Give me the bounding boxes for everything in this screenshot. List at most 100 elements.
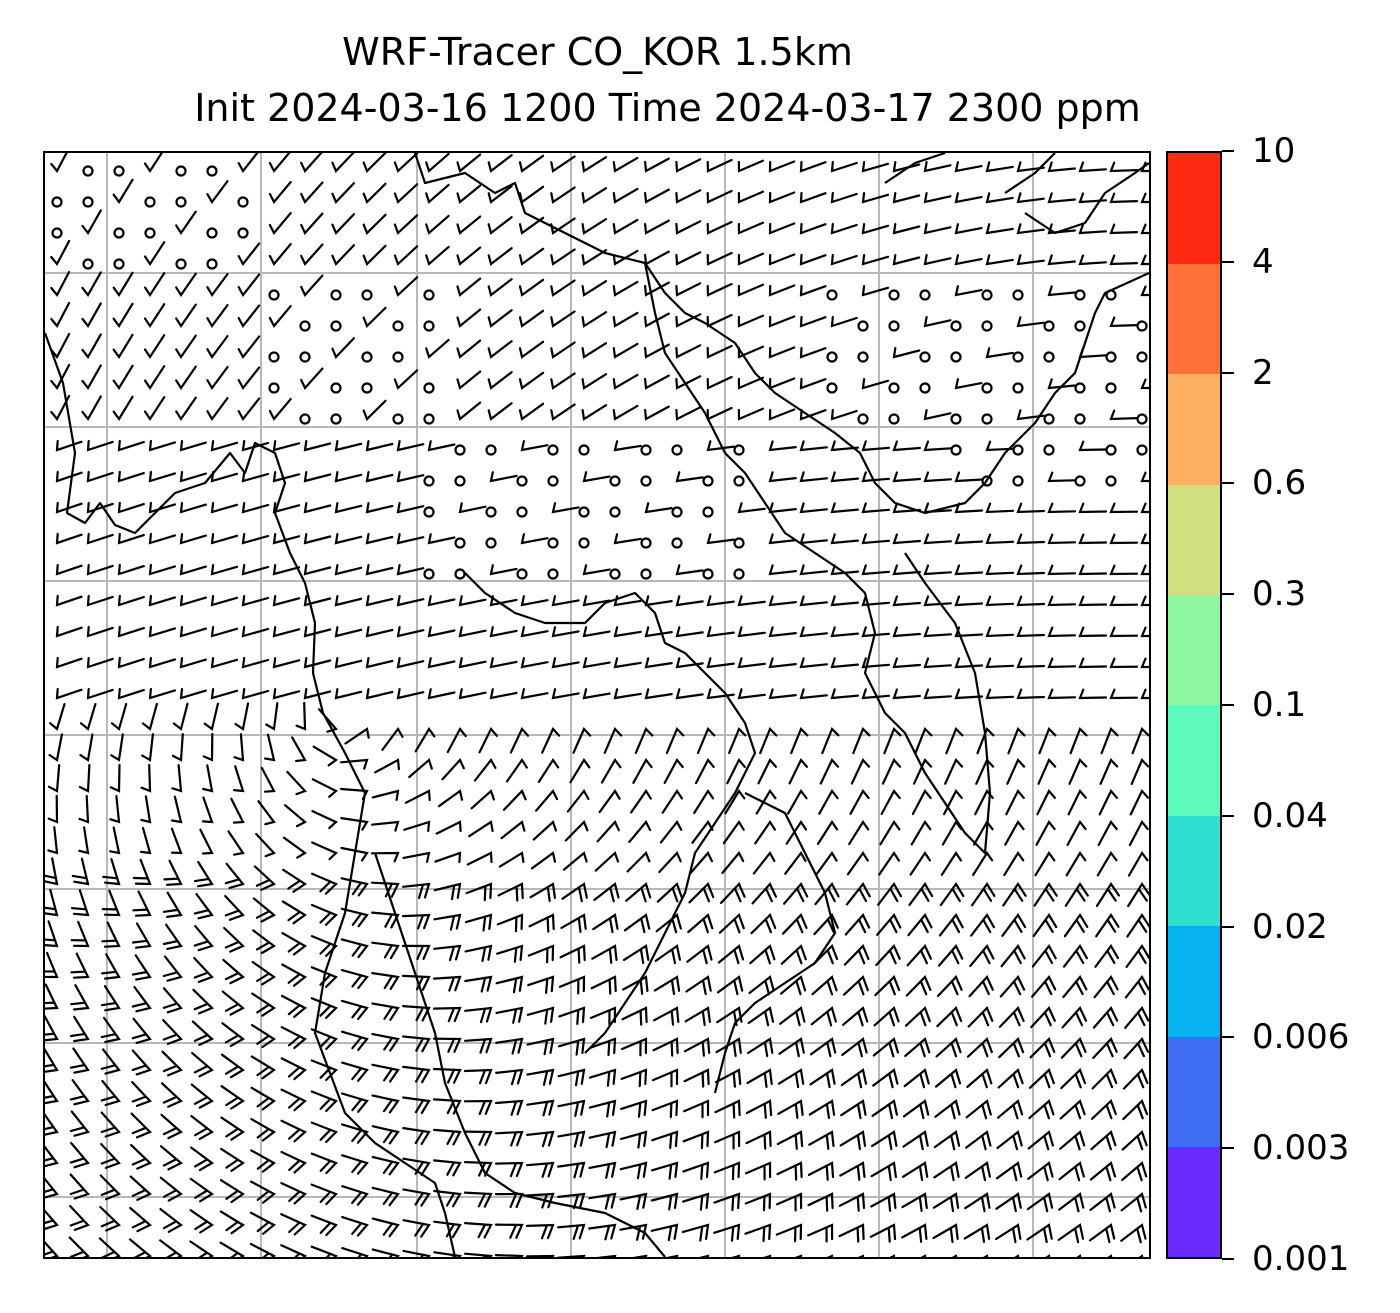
wind-barb — [954, 161, 983, 173]
colorbar-tick-label: 0.04 — [1252, 795, 1328, 836]
wind-barb — [311, 778, 338, 798]
wind-barb — [117, 532, 145, 545]
wind-barb — [341, 1123, 369, 1144]
wind-barb — [250, 1055, 276, 1080]
wind-barb — [518, 371, 545, 390]
wind-barb — [644, 374, 670, 390]
wind-barb — [954, 285, 983, 297]
wind-barb — [1129, 789, 1149, 816]
wind-barb — [1078, 347, 1107, 359]
wind-barb — [172, 702, 189, 731]
wind-barb — [272, 564, 301, 576]
wind-barb — [199, 828, 214, 855]
wind-barb — [892, 688, 921, 700]
wind-barb — [892, 161, 921, 173]
wind-barb — [131, 1081, 152, 1107]
wind-barb — [86, 594, 114, 607]
calm-marker — [175, 196, 187, 208]
wind-barb — [494, 1130, 524, 1147]
calm-marker — [609, 568, 621, 580]
wind-barb — [550, 372, 576, 390]
wind-barb — [937, 944, 964, 967]
wind-barb — [117, 594, 145, 607]
wind-barb — [591, 944, 618, 964]
wind-barb — [1076, 1254, 1082, 1257]
wind-barb — [985, 502, 1015, 514]
wind-barb — [502, 789, 527, 811]
wind-barb — [456, 308, 482, 328]
wind-barb — [109, 795, 121, 824]
wind-barb — [1089, 1192, 1116, 1213]
wind-barb — [237, 273, 261, 297]
wind-barb — [520, 440, 549, 452]
wind-barb — [923, 657, 952, 669]
wind-barb — [974, 789, 994, 816]
wind-barb — [581, 218, 608, 235]
calm-marker — [113, 227, 125, 239]
calm-marker — [299, 351, 311, 363]
wind-barb — [996, 1130, 1023, 1151]
wind-barb — [619, 1223, 648, 1241]
wind-barb — [788, 758, 808, 785]
wind-barb — [220, 1116, 245, 1141]
wind-barb — [1067, 789, 1087, 816]
calm-marker — [175, 258, 187, 270]
wind-barb — [1026, 1192, 1054, 1213]
wind-barb — [777, 1099, 804, 1119]
wind-barb — [706, 406, 733, 421]
wind-barb — [737, 407, 764, 421]
wind-barb — [310, 1028, 338, 1051]
wind-barb — [171, 764, 183, 793]
calm-marker — [888, 289, 900, 301]
calm-marker — [454, 475, 466, 487]
wind-barb — [260, 766, 276, 793]
map-panel — [43, 151, 1151, 1259]
wind-barb — [340, 758, 369, 770]
wind-barb — [768, 160, 796, 173]
wind-barb — [433, 882, 462, 901]
wind-barb — [268, 398, 292, 421]
wind-barb — [129, 1175, 152, 1201]
wind-barb — [381, 727, 404, 751]
wind-barb — [100, 1143, 121, 1169]
wind-barb — [487, 371, 513, 390]
wind-barb — [1047, 688, 1077, 700]
wind-barb — [371, 1094, 400, 1114]
wind-barb — [334, 440, 363, 452]
wind-barb — [1124, 975, 1149, 999]
wind-barb — [365, 502, 394, 514]
wind-barb — [432, 1098, 462, 1115]
wind-barb — [55, 470, 83, 483]
wind-barb — [861, 502, 890, 514]
wind-barb — [1016, 688, 1046, 700]
wind-barb — [768, 471, 797, 483]
wind-barb — [612, 280, 639, 297]
wind-barb — [396, 564, 425, 576]
wind-barb — [69, 1205, 90, 1231]
wind-barb — [253, 865, 276, 891]
wind-barb — [340, 877, 369, 897]
wind-barb — [433, 1251, 462, 1257]
wind-barb — [901, 1223, 928, 1243]
wind-barb — [714, 1068, 742, 1088]
wind-barb — [901, 1161, 929, 1182]
wind-barb — [489, 626, 518, 638]
wind-barb — [1066, 820, 1087, 846]
wind-barb — [799, 657, 828, 669]
wind-barb — [441, 758, 465, 781]
wind-barb — [518, 278, 545, 297]
wind-barb — [81, 364, 102, 390]
calm-marker — [826, 289, 838, 301]
wind-barb — [557, 1192, 586, 1210]
wind-barb — [202, 764, 214, 793]
wind-barb — [892, 347, 921, 359]
wind-barb — [160, 1082, 183, 1108]
wind-barb — [972, 851, 994, 877]
wind-barb — [159, 1239, 183, 1257]
wind-barb — [140, 763, 152, 793]
calm-marker — [361, 289, 373, 301]
wind-barb — [1088, 1223, 1116, 1244]
wind-barb — [768, 502, 797, 514]
calm-marker — [578, 537, 590, 549]
wind-barb — [715, 1037, 742, 1057]
